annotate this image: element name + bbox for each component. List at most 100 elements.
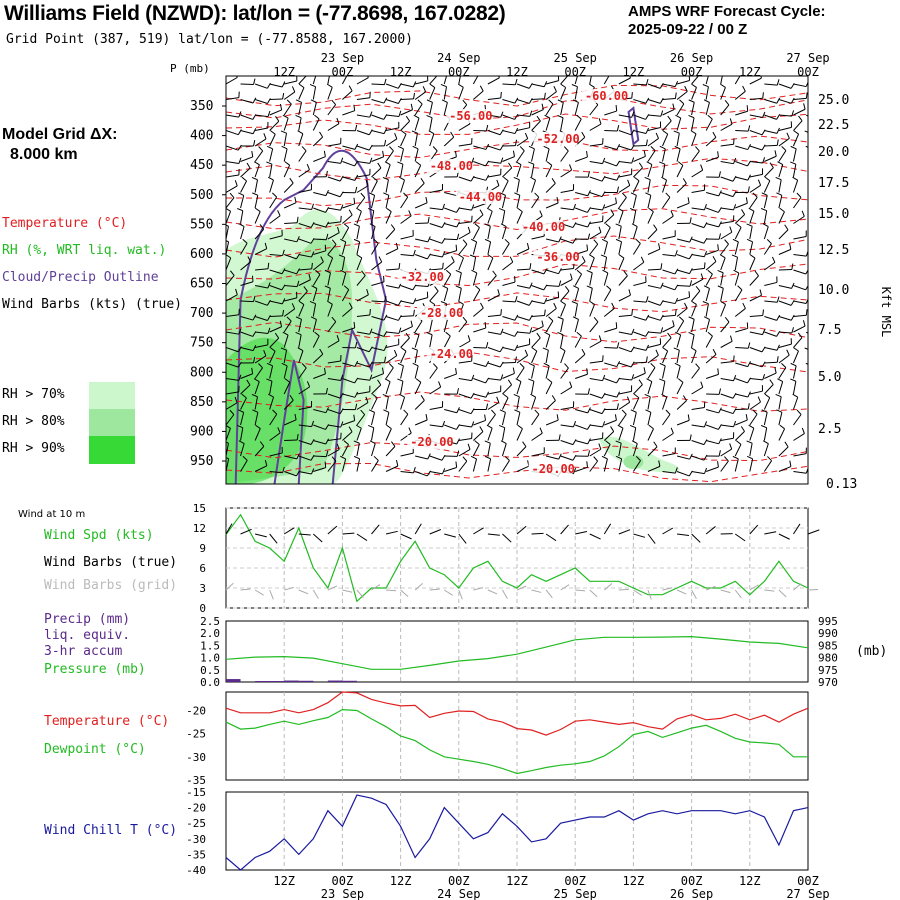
wind-barb-flag xyxy=(252,345,257,351)
wind-barb-shaft xyxy=(589,272,593,286)
wind-barb-flag xyxy=(442,262,444,269)
wind-barb-shaft xyxy=(604,130,618,132)
wind-barb-flag xyxy=(354,174,359,181)
wind-barb-shaft xyxy=(312,102,317,116)
top-axis-date-tick: 26 Sep xyxy=(670,51,713,65)
wind-barb-shaft xyxy=(414,148,419,162)
wind-barb-shaft xyxy=(705,76,709,85)
wind-barb-shaft xyxy=(226,130,239,136)
wind-barb-shaft xyxy=(632,210,637,224)
wind-barb-shaft xyxy=(705,319,711,333)
wind-barb-flag xyxy=(252,314,257,321)
wind-barb-shaft xyxy=(327,161,341,164)
wind-barb-shaft xyxy=(400,164,404,178)
wind-barb-shaft xyxy=(502,460,510,472)
wind-barb-flag xyxy=(397,378,404,382)
pressure-tick-label: 700 xyxy=(190,306,213,321)
wind-barb-shaft xyxy=(691,290,701,302)
wind-barb-flag xyxy=(263,350,267,356)
wind-barb-shaft xyxy=(283,133,288,147)
wind-barb-shaft xyxy=(356,458,361,472)
wind-barb-shaft xyxy=(327,378,341,381)
wind-barb-shaft xyxy=(254,179,258,193)
wind-barb-flag xyxy=(572,99,579,103)
wind-barb-flag xyxy=(354,124,358,131)
wind-barb-flag xyxy=(340,421,344,428)
wind-barb-shaft xyxy=(371,281,385,286)
wind-barb-shaft xyxy=(269,196,278,209)
surface-wind-barb xyxy=(254,533,267,538)
wind-barb-shaft xyxy=(516,268,531,271)
wind-barb-shaft xyxy=(618,347,632,353)
wind-barb-flag xyxy=(707,269,713,275)
wind-barb-shaft xyxy=(764,99,777,104)
wind-barb-shaft xyxy=(749,413,758,426)
wind-barb-flag xyxy=(695,146,700,152)
wind-barb-shaft xyxy=(763,167,774,178)
grid-wind-barb xyxy=(371,584,381,591)
wind-barb-flag xyxy=(353,321,356,328)
wind-barb-shaft xyxy=(371,427,375,441)
isotherm-label: -20.00 xyxy=(410,435,453,449)
wind-barb-flag xyxy=(720,83,726,88)
wind-barb-shaft xyxy=(240,114,253,120)
wind-barb-flag xyxy=(748,207,755,212)
bottom-axis-time-tick: 12Z xyxy=(273,874,295,888)
wind-barb-shaft xyxy=(342,327,355,333)
isotherm-label-bg xyxy=(455,190,500,204)
wind-barb-flag xyxy=(586,244,589,251)
wind-barb-shaft xyxy=(487,211,493,224)
wind-barb-shaft xyxy=(560,424,574,428)
wind-barb-flag xyxy=(395,460,399,467)
wind-barb-shaft xyxy=(647,164,653,178)
wind-barb-flag xyxy=(297,130,304,135)
wind-barb-flag xyxy=(462,456,468,462)
wind-barb-shaft xyxy=(618,414,627,426)
wind-barb-shaft xyxy=(603,444,611,457)
wind-barb-flag xyxy=(796,192,802,198)
isotherm-line xyxy=(226,98,808,121)
height-axis-label: Kft MSL xyxy=(879,287,893,338)
wind-barb-flag xyxy=(229,409,235,415)
wind-barb-flag xyxy=(548,99,554,105)
wind-barb-shaft xyxy=(400,120,410,131)
wind-barb-flag xyxy=(264,459,268,466)
pressure-tick-label: 450 xyxy=(190,158,213,173)
wind-barb-flag xyxy=(769,379,774,385)
wind-barb-flag xyxy=(819,197,820,203)
wind-barb-shaft xyxy=(269,315,283,317)
wind-barb-shaft xyxy=(676,183,687,193)
wind-barb-shaft xyxy=(691,386,704,395)
wind-barb-shaft xyxy=(327,76,330,85)
wind-barb-shaft xyxy=(676,350,680,364)
wind-barb-shaft xyxy=(706,192,719,197)
wind-barb-flag xyxy=(471,269,478,274)
wind-ytick-label: 3 xyxy=(199,582,206,595)
wind-barb-flag xyxy=(645,356,648,363)
wind-barb-shaft xyxy=(763,226,769,240)
wind-barb-shaft xyxy=(472,289,481,302)
wind-barb-flag xyxy=(748,424,755,429)
wind-barb-flag xyxy=(291,86,296,93)
wind-barb-shaft xyxy=(560,169,572,178)
wind-barb-shaft xyxy=(764,331,777,337)
wind-barb-flag xyxy=(282,114,289,119)
wind-barb-flag xyxy=(754,270,759,277)
wind-barb-shaft xyxy=(662,350,669,364)
wind-barb-shaft xyxy=(458,448,471,457)
wind-barb-shaft xyxy=(618,145,632,151)
wind-barb-shaft xyxy=(400,350,407,364)
wind-barb-flag xyxy=(467,335,471,342)
isotherm-label-bg xyxy=(426,347,471,361)
wind-barb-flag xyxy=(611,302,615,309)
wind-barb-flag xyxy=(251,176,258,181)
wind-barb-shaft xyxy=(793,83,807,88)
surface-wind-barb xyxy=(793,523,801,535)
wind-barb-flag xyxy=(442,251,446,258)
wind-ytick-label: 12 xyxy=(193,522,206,535)
isotherm-label-bg xyxy=(533,250,578,264)
wind-barb-shaft xyxy=(487,428,493,441)
wind-barb-flag xyxy=(601,455,608,460)
wind-barb-flag xyxy=(719,254,726,259)
wind-barb-flag xyxy=(270,130,276,135)
